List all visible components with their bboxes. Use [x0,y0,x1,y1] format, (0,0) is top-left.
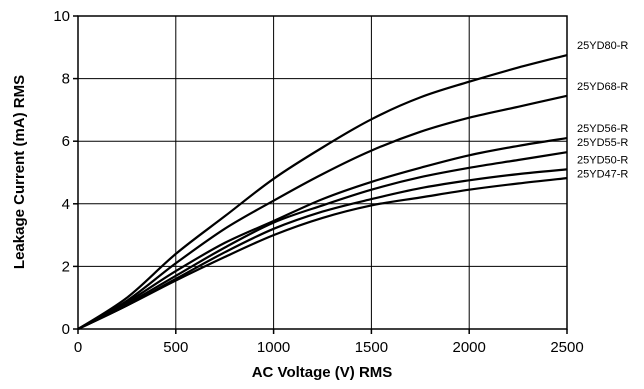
series-label: 25YD47-R [577,168,628,180]
y-tick-label: 2 [62,258,70,275]
x-axis-title: AC Voltage (V) RMS [252,364,393,381]
series-line [77,177,568,330]
y-tick-labels: 0 2 4 6 8 10 [53,8,70,338]
y-tick-label: 10 [53,8,70,25]
series-label: 25YD80-R [577,40,628,52]
y-tick-label: 8 [62,71,70,88]
series-labels: 25YD80-R 25YD68-R 25YD56-R 25YD55-R 25YD50-R… [577,40,628,180]
x-tick-label: 500 [163,339,188,356]
plot-border [77,15,568,330]
x-tick-label: 2000 [453,339,486,356]
series-line [77,137,568,330]
series-line [77,168,568,330]
y-tick-label: 6 [62,133,70,150]
y-tick-label: 0 [62,321,70,338]
x-tick-label: 1000 [257,339,290,356]
x-tick-labels: 0 500 1000 1500 2000 2500 [74,339,584,356]
series-lines [77,54,568,330]
series-label: 25YD55-R [577,137,628,149]
x-tick-label: 1500 [355,339,388,356]
series-line [77,54,568,330]
series-label: 25YD68-R [577,81,628,93]
series-label: 25YD50-R [577,154,628,166]
y-axis-title: Leakage Current (mA) RMS [11,75,28,269]
y-tick-label: 4 [62,196,70,213]
series-line [77,151,568,330]
series-label: 25YD56-R [577,123,628,135]
x-tick-label: 2500 [550,339,583,356]
series-line [77,94,568,330]
gridlines [78,16,567,329]
x-tick-label: 0 [74,339,82,356]
plot-frame [73,15,568,334]
